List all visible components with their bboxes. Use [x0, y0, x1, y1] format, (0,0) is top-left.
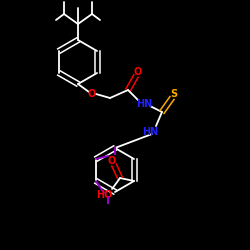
- Text: O: O: [108, 156, 116, 166]
- Text: S: S: [170, 89, 177, 99]
- Text: I: I: [113, 147, 117, 157]
- Text: HN: HN: [136, 99, 152, 109]
- Text: O: O: [134, 67, 142, 77]
- Text: I: I: [106, 196, 110, 206]
- Text: HN: HN: [142, 127, 158, 137]
- Text: O: O: [88, 89, 96, 99]
- Text: HO: HO: [96, 190, 112, 200]
